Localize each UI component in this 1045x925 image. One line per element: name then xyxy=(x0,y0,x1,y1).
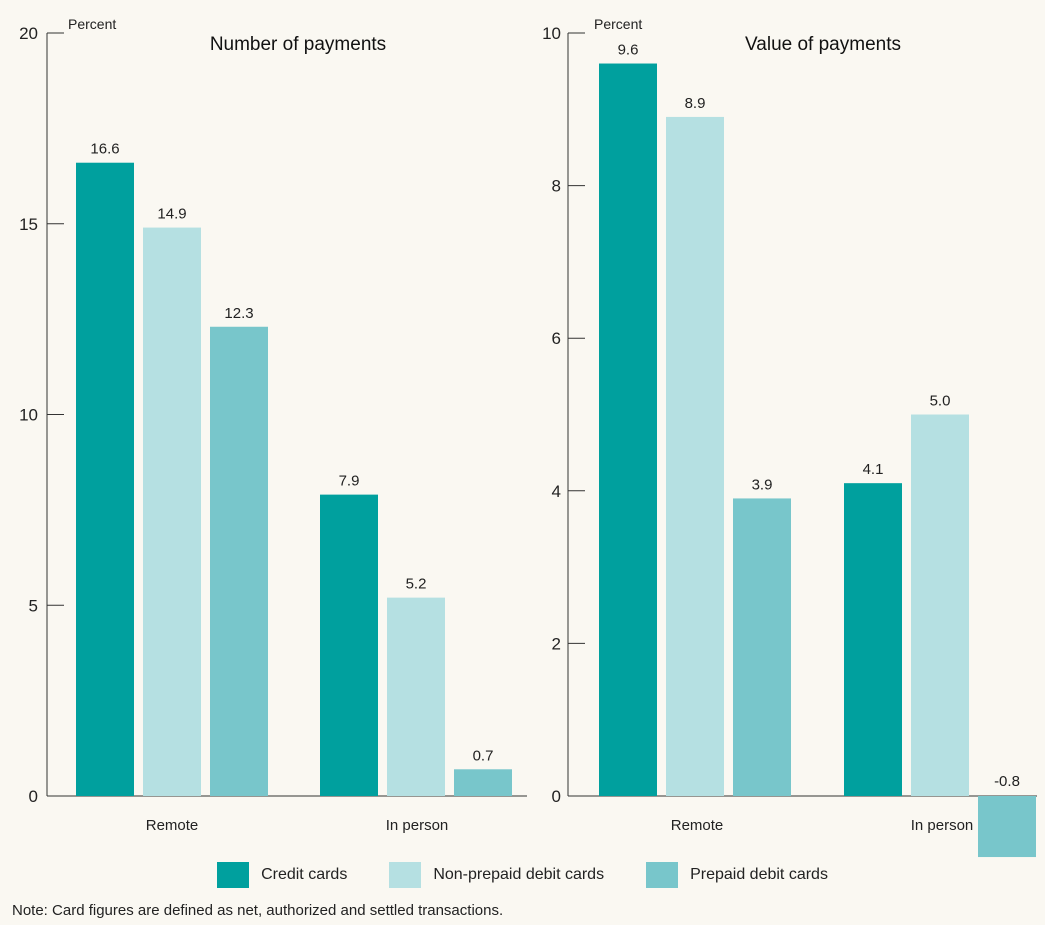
legend-swatch-prepaid-debit-cards xyxy=(646,862,679,888)
legend: Credit cards Non-prepaid debit cards Pre… xyxy=(0,858,1045,892)
y-tick-label: 0 xyxy=(552,787,561,806)
data-label: 5.2 xyxy=(406,576,427,593)
legend-swatch-credit-cards xyxy=(217,862,250,888)
y-tick-label: 15 xyxy=(19,215,38,234)
category-label-remote: Remote xyxy=(671,817,724,834)
y-tick-label: 5 xyxy=(29,596,38,615)
bar-remote-non-prepaid-debit-cards xyxy=(666,116,724,797)
bar-in-person-non-prepaid-debit-cards xyxy=(387,597,445,796)
y-tick-label: 20 xyxy=(19,24,38,43)
bar-remote-prepaid-debit-cards xyxy=(210,326,268,796)
category-label-in-person: In person xyxy=(386,817,449,834)
bar-in-person-credit-cards xyxy=(844,483,902,796)
y-tick-label: 4 xyxy=(552,482,561,501)
y-axis-label: Percent xyxy=(594,16,642,32)
data-label: -0.8 xyxy=(994,773,1020,790)
y-tick-label: 2 xyxy=(552,634,561,653)
legend-item-credit-cards: Credit cards xyxy=(217,862,347,888)
data-label: 0.7 xyxy=(473,747,494,764)
data-label: 8.9 xyxy=(685,95,706,112)
legend-label-non-prepaid-debit-cards: Non-prepaid debit cards xyxy=(433,866,605,883)
data-label: 5.0 xyxy=(930,393,951,410)
y-tick-label: 0 xyxy=(29,787,38,806)
category-label-in-person: In person xyxy=(911,817,974,834)
data-label: 16.6 xyxy=(90,141,119,158)
category-label-remote: Remote xyxy=(146,817,199,834)
value-of-payments-chart: 0 2 4 6 8 10 Percent Value of payments 9.6 8.9 3.9… xyxy=(542,16,1037,858)
bar-remote-credit-cards xyxy=(76,162,134,796)
bar-remote-prepaid-debit-cards xyxy=(733,498,791,796)
chart-title: Value of payments xyxy=(745,34,901,55)
data-label: 9.6 xyxy=(618,42,639,59)
legend-label-prepaid-debit-cards: Prepaid debit cards xyxy=(690,866,828,883)
bar-remote-credit-cards xyxy=(599,63,657,796)
data-label: 4.1 xyxy=(863,461,884,478)
note-text: Note: Card figures are defined as net, a… xyxy=(12,902,504,919)
y-axis-label: Percent xyxy=(68,16,116,32)
bar-remote-non-prepaid-debit-cards xyxy=(143,227,201,796)
y-tick-label: 10 xyxy=(542,24,561,43)
number-of-payments-chart: 0 5 10 15 20 Percent Number of payments 16.6 14.… xyxy=(19,16,527,834)
y-tick-label: 6 xyxy=(552,329,561,348)
legend-label-credit-cards: Credit cards xyxy=(261,866,348,883)
bar-in-person-credit-cards xyxy=(320,494,378,796)
legend-item-non-prepaid-debit-cards: Non-prepaid debit cards xyxy=(389,862,604,888)
legend-item-prepaid-debit-cards: Prepaid debit cards xyxy=(646,862,828,888)
bar-in-person-prepaid-debit-cards xyxy=(454,769,512,796)
data-label: 7.9 xyxy=(339,473,360,490)
y-tick-label: 8 xyxy=(552,177,561,196)
data-label: 14.9 xyxy=(157,206,186,223)
bar-in-person-non-prepaid-debit-cards xyxy=(911,414,969,796)
y-tick-label: 10 xyxy=(19,406,38,425)
legend-swatch-non-prepaid-debit-cards xyxy=(389,862,422,888)
data-label: 3.9 xyxy=(752,476,773,493)
bar-in-person-prepaid-debit-cards xyxy=(978,796,1036,858)
chart-title: Number of payments xyxy=(210,34,386,55)
data-label: 12.3 xyxy=(224,305,253,322)
